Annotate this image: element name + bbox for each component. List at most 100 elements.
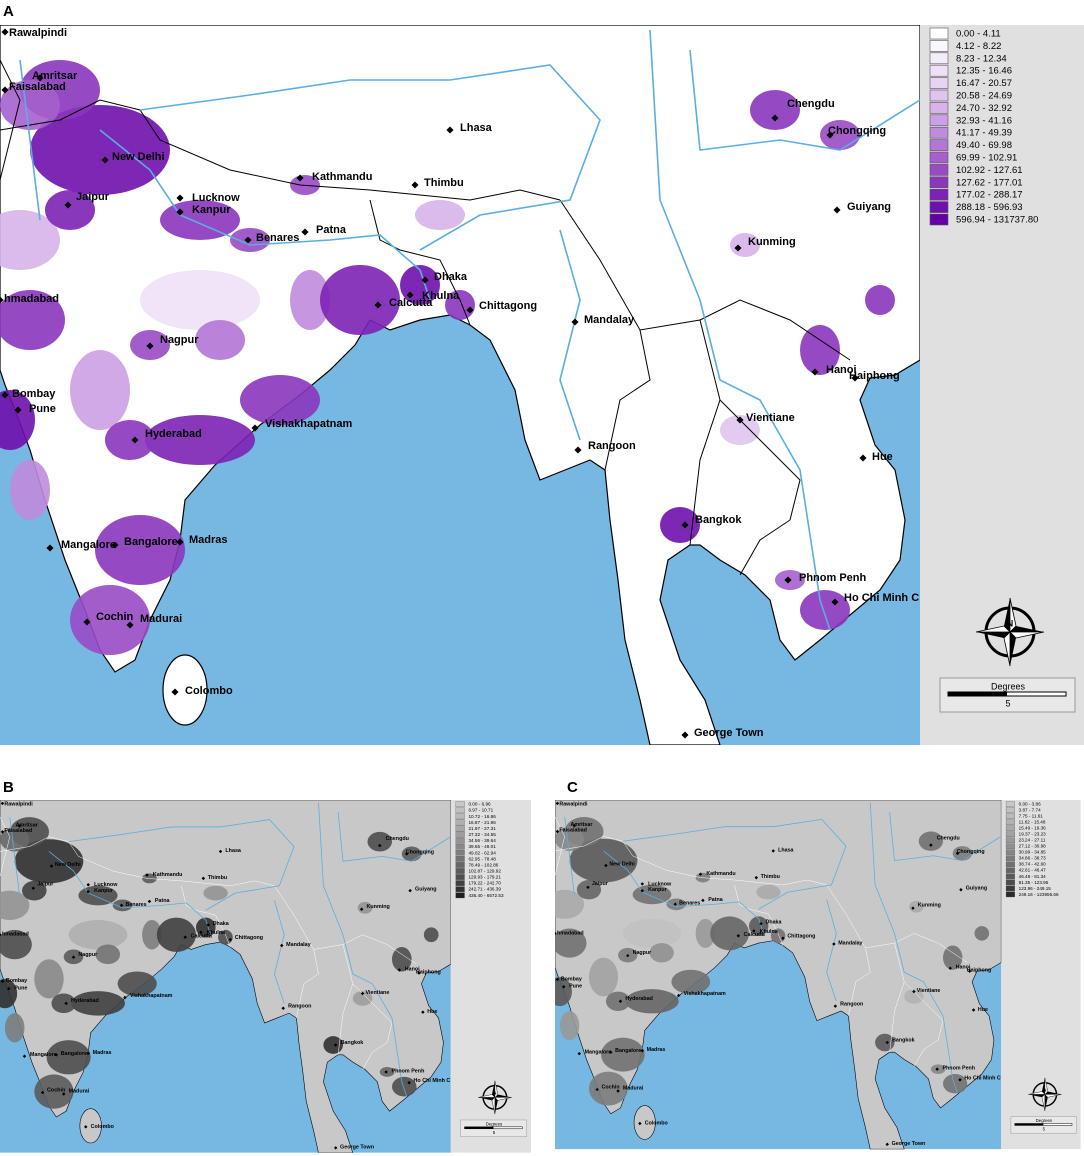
legend-label: 129.93 - 179.21 bbox=[468, 875, 501, 880]
city-marker bbox=[734, 244, 742, 252]
city-marker bbox=[411, 181, 419, 189]
density-patch bbox=[51, 993, 76, 1014]
city-marker bbox=[280, 943, 284, 948]
city-marker bbox=[555, 931, 557, 936]
city-marker bbox=[948, 966, 952, 971]
border bbox=[689, 399, 721, 546]
legend-swatch bbox=[1005, 843, 1015, 850]
legend-swatch bbox=[929, 114, 949, 127]
legend-swatch bbox=[455, 831, 465, 838]
city-label: Lucknow bbox=[192, 192, 240, 204]
density-patch bbox=[622, 918, 682, 948]
scale-title: Degrees bbox=[991, 681, 1026, 691]
density-patch bbox=[142, 920, 162, 950]
legend-swatch bbox=[929, 89, 949, 102]
scale-value: 5 bbox=[1043, 1126, 1046, 1131]
density-patch bbox=[770, 928, 786, 944]
river bbox=[869, 802, 958, 1094]
legend-swatch bbox=[455, 880, 465, 886]
legend-label: 242.71 - 436.39 bbox=[468, 887, 501, 892]
density-patch bbox=[569, 838, 638, 883]
city-label: hmadabad bbox=[557, 930, 584, 936]
border bbox=[604, 329, 651, 471]
density-patch bbox=[660, 507, 700, 543]
city-marker bbox=[831, 598, 839, 606]
legend-swatch bbox=[929, 126, 949, 139]
city-marker bbox=[64, 1001, 68, 1006]
river bbox=[889, 812, 1002, 862]
legend-label: 179.22 - 242.70 bbox=[468, 881, 501, 886]
city-label: Nagpur bbox=[78, 952, 98, 958]
sri-lanka bbox=[79, 1108, 102, 1144]
city-marker bbox=[574, 446, 582, 454]
density-patch bbox=[45, 190, 95, 230]
density-patch bbox=[392, 1076, 417, 1097]
legend-swatch bbox=[455, 837, 465, 844]
panel-label: B bbox=[3, 779, 14, 796]
river bbox=[273, 900, 285, 1004]
city-label: Amritsar bbox=[16, 822, 39, 828]
city-label: Kathmandu bbox=[706, 871, 735, 877]
legend-swatch bbox=[929, 151, 949, 164]
city-marker bbox=[912, 989, 916, 994]
city-label: Patna bbox=[708, 897, 723, 903]
river bbox=[9, 817, 20, 896]
map-frame: 0.00 - 4.114.12 - 8.228.23 - 12.34 12.35 … bbox=[0, 25, 1084, 745]
density-patch bbox=[30, 105, 170, 195]
legend-swatch bbox=[455, 892, 465, 899]
city-label: Faisalabad bbox=[4, 828, 32, 834]
density-patch bbox=[423, 927, 439, 943]
river bbox=[318, 802, 408, 1097]
density-patch bbox=[0, 890, 30, 921]
border bbox=[889, 981, 905, 1053]
city-label: Kanpur bbox=[94, 888, 114, 894]
legend-swatch bbox=[929, 201, 949, 213]
land bbox=[0, 25, 921, 745]
city-marker bbox=[759, 921, 763, 926]
density-patch bbox=[0, 80, 60, 130]
city-label: Jaipur bbox=[37, 882, 54, 888]
density-patch bbox=[320, 265, 400, 335]
city-label: Phnom Penh bbox=[943, 1066, 976, 1072]
city-label: Rawalpindi bbox=[559, 801, 588, 807]
legend-label: 19.37 - 23.23 bbox=[1019, 832, 1047, 837]
density-patch bbox=[156, 917, 196, 952]
city-marker bbox=[17, 824, 22, 828]
city-label: Bangkok bbox=[341, 1040, 364, 1046]
city-marker bbox=[244, 236, 252, 244]
density-patch bbox=[576, 880, 602, 900]
city-label: Chittagong bbox=[235, 935, 263, 941]
city-label: Lhasa bbox=[778, 847, 793, 853]
city-marker bbox=[771, 114, 779, 122]
border bbox=[848, 947, 871, 1016]
city-marker bbox=[851, 374, 859, 382]
city-label: Hyderabad bbox=[625, 996, 653, 1002]
city-label: Mangalore bbox=[61, 539, 116, 551]
city-label: Madras bbox=[93, 1050, 112, 1056]
city-label: Guiyang bbox=[966, 886, 987, 892]
city-marker bbox=[374, 301, 382, 309]
river bbox=[689, 49, 921, 151]
density-patch bbox=[34, 959, 64, 999]
compass-star-light bbox=[1028, 1077, 1062, 1111]
legend-label: 123.96 - 249.15 bbox=[1019, 886, 1052, 891]
legend-label: 41.17 - 49.39 bbox=[956, 128, 1012, 139]
city-label: Ho Chi Minh C bbox=[414, 1078, 451, 1084]
compass-label: N bbox=[493, 1091, 496, 1096]
legend-swatch bbox=[929, 176, 949, 189]
legend-label: 49.40 - 69.98 bbox=[956, 140, 1012, 151]
density-patch bbox=[605, 991, 631, 1011]
city-marker bbox=[417, 971, 421, 975]
city-label: Mandalay bbox=[584, 314, 635, 326]
legend-swatch bbox=[1005, 837, 1015, 844]
density-patch bbox=[290, 270, 330, 330]
city-label: Rawalpindi bbox=[4, 801, 33, 807]
city-marker bbox=[61, 1092, 66, 1096]
city-marker bbox=[784, 576, 792, 584]
border bbox=[555, 816, 565, 876]
legend-label: 177.02 - 288.17 bbox=[956, 190, 1023, 201]
density-patch bbox=[0, 390, 35, 450]
city-label: Jaipur bbox=[76, 191, 110, 203]
scale-title: Degrees bbox=[486, 1122, 503, 1127]
city-marker bbox=[119, 903, 124, 908]
